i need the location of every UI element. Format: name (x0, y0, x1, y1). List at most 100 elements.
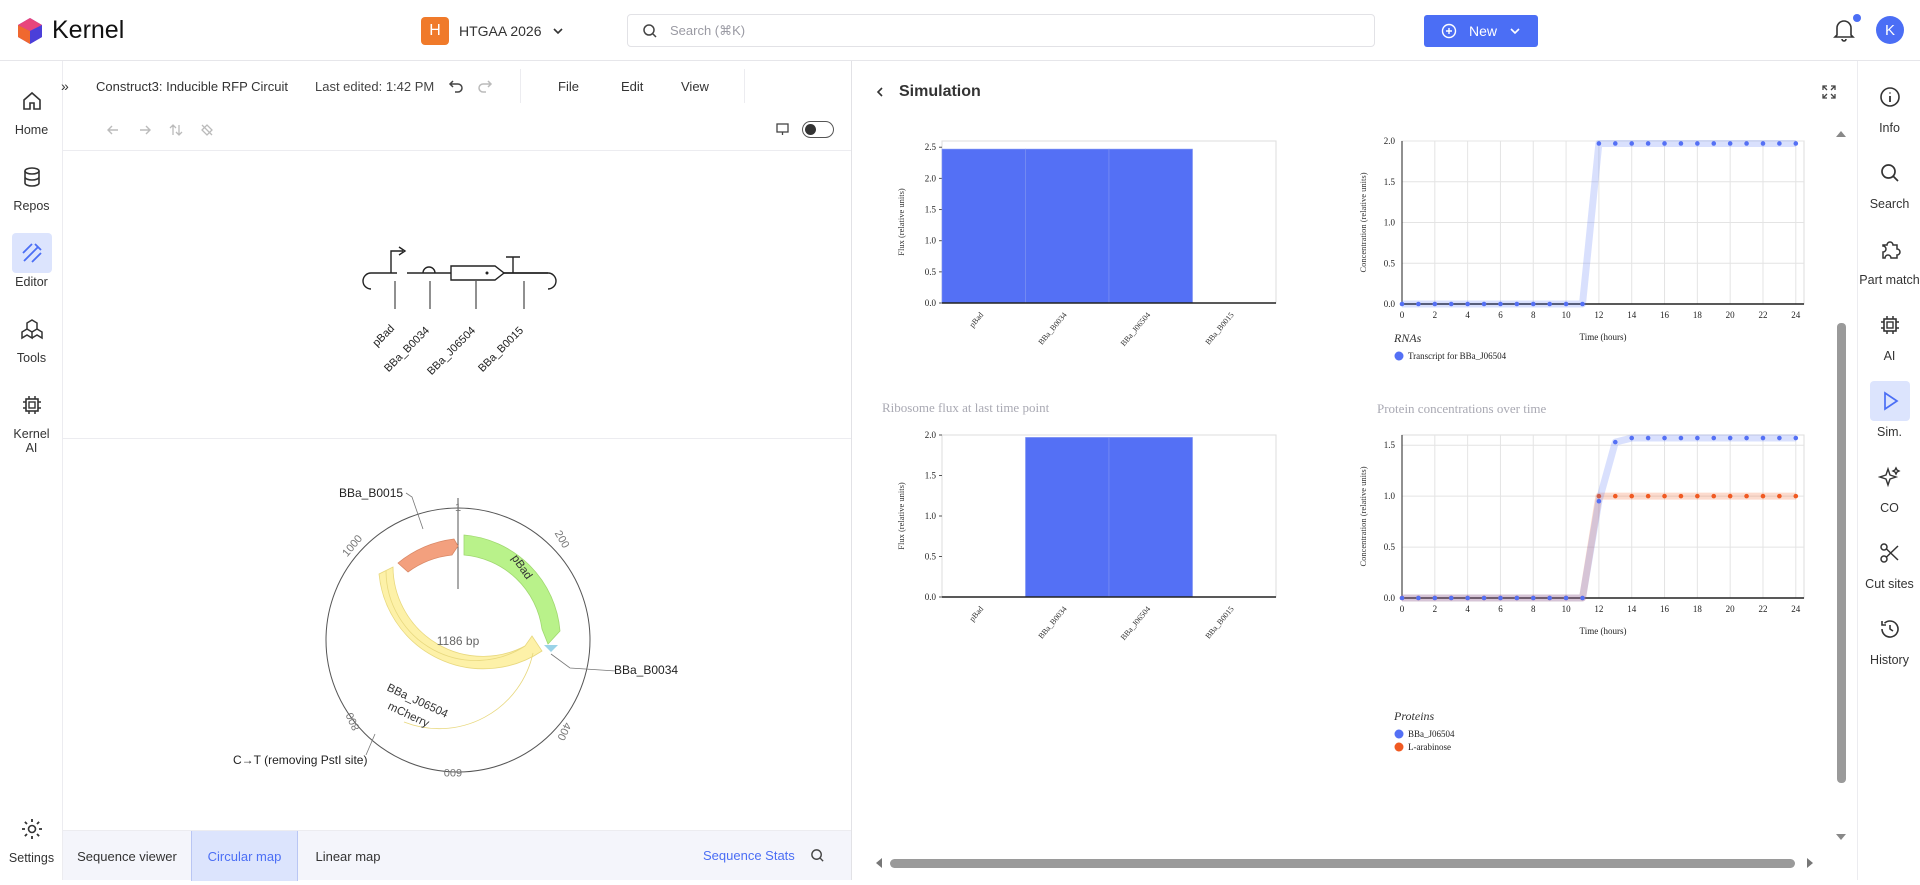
tab-sequence-viewer[interactable]: Sequence viewer (63, 831, 191, 881)
nav-home[interactable]: Home (0, 81, 63, 137)
search-placeholder: Search (⌘K) (670, 22, 746, 38)
bell-icon[interactable] (1833, 18, 1855, 42)
data-point (1530, 301, 1536, 307)
horizontal-scrollbar[interactable] (852, 848, 1825, 880)
data-point (1432, 595, 1438, 601)
data-point (1711, 493, 1717, 499)
editor-view-tabs: Sequence viewer Circular map Linear map … (63, 830, 851, 881)
panel-info[interactable]: Info (1858, 77, 1920, 135)
menu-file[interactable]: File (558, 78, 579, 94)
panel-simulation[interactable]: Sim. (1858, 381, 1920, 439)
data-point (1645, 435, 1651, 441)
nav-kernel-ai-label: Kernel AI (13, 427, 50, 455)
paint-bucket-icon[interactable] (200, 123, 214, 137)
chevron-down-icon (552, 28, 563, 35)
nav-tools[interactable]: Tools (0, 309, 63, 365)
x-tick-label: 14 (1627, 604, 1637, 614)
x-tick-label: 14 (1627, 310, 1637, 320)
x-tick-label: BBa_J06504 (1119, 605, 1152, 642)
data-point (1416, 301, 1421, 307)
app-name: Kernel (52, 16, 125, 44)
data-point (1711, 141, 1717, 146)
x-axis-label: Time (hours) (1580, 626, 1627, 636)
data-point (1399, 301, 1405, 307)
bar (1025, 437, 1110, 598)
y-tick-label: 0.5 (925, 267, 937, 277)
search-icon[interactable] (810, 848, 825, 863)
construct-title[interactable]: Construct3: Inducible RFP Circuit (96, 78, 288, 94)
app-logo[interactable]: Kernel (16, 16, 124, 45)
panel-history[interactable]: History (1858, 609, 1920, 667)
panel-ai[interactable]: AI (1858, 305, 1920, 363)
tick-label: 200 (552, 529, 572, 551)
history-icon (1880, 620, 1899, 638)
undo-icon[interactable] (448, 78, 464, 94)
data-point (1744, 141, 1749, 146)
nav-repos[interactable]: Repos (0, 157, 63, 213)
tab-linear-map[interactable]: Linear map (298, 831, 398, 881)
expand-icon[interactable]: » (61, 78, 69, 94)
callout-b0034: BBa_B0034 (614, 663, 678, 677)
x-tick-label: 24 (1791, 310, 1801, 320)
arrow-right-icon[interactable] (138, 123, 152, 137)
new-button[interactable]: New (1424, 15, 1538, 47)
tab-circular-map[interactable]: Circular map (191, 831, 298, 881)
data-point (1678, 141, 1684, 146)
x-axis-label: Time (hours) (1580, 332, 1627, 342)
legend-label: L-arabinose (1408, 742, 1451, 752)
menu-view[interactable]: View (681, 78, 709, 94)
data-point (1793, 435, 1799, 441)
plus-circle-icon (1441, 23, 1457, 39)
y-tick-label: 1.5 (925, 205, 937, 215)
simulation-title: Simulation (899, 83, 981, 100)
panel-cut-sites[interactable]: Cut sites (1858, 533, 1920, 591)
x-tick-label: 6 (1498, 604, 1503, 614)
view-toggle[interactable] (802, 121, 834, 138)
x-tick-label: BBa_B0015 (1203, 605, 1235, 641)
tools-icon (20, 319, 43, 340)
nav-settings[interactable]: Settings (0, 809, 63, 865)
search-input[interactable]: Search (⌘K) (627, 14, 1375, 47)
panel-co[interactable]: CO (1858, 457, 1920, 515)
nav-settings-label: Settings (8, 851, 55, 865)
sequence-length: 1186 bp (437, 634, 480, 648)
nav-repos-label: Repos (13, 199, 50, 213)
swap-icon[interactable] (169, 123, 183, 137)
data-point (1777, 493, 1782, 499)
y-tick-label: 0.0 (925, 298, 937, 308)
simulation-header: Simulation (852, 61, 1858, 123)
fullscreen-icon[interactable] (1821, 84, 1837, 100)
panel-search[interactable]: Search (1858, 153, 1920, 211)
data-point (1777, 435, 1782, 441)
sequence-stats-link[interactable]: Sequence Stats (703, 848, 795, 863)
arrow-left-icon[interactable] (106, 123, 120, 137)
user-avatar[interactable]: K (1876, 16, 1904, 44)
x-tick-label: 6 (1498, 310, 1503, 320)
menu-edit[interactable]: Edit (621, 78, 644, 94)
x-tick-label: 2 (1433, 310, 1438, 320)
chart-transcription-flux: 0.0 0.5 1.0 1.5 2.0 2.5 pBad BBa_B0034 BBa_J0650… (896, 140, 1277, 348)
redo-icon[interactable] (477, 78, 493, 94)
panel-part-match[interactable]: Part match (1858, 229, 1920, 287)
legend-label: BBa_J06504 (1408, 729, 1455, 739)
y-tick-label: 1.5 (1384, 440, 1396, 450)
nav-editor[interactable]: Editor (0, 233, 63, 289)
data-point (1465, 595, 1470, 601)
last-edited: Last edited: 1:42 PM (315, 78, 435, 94)
bar (941, 148, 1026, 304)
data-point (1760, 141, 1766, 146)
project-switcher[interactable]: H HTGAA 2026 (421, 17, 564, 45)
nav-kernel-ai[interactable]: Kernel AI (0, 385, 63, 455)
y-tick-label: 1.0 (1384, 218, 1396, 228)
editor-panel: » Construct3: Inducible RFP Circuit Last… (61, 61, 851, 881)
sparkle-icon (1877, 466, 1901, 488)
x-tick-label: 20 (1726, 310, 1736, 320)
presentation-icon[interactable] (775, 122, 790, 137)
vertical-scrollbar[interactable] (1825, 123, 1858, 848)
chart-title-protein-conc: Protein concentrations over time (1377, 401, 1547, 416)
chart-rna-concentration: 0 2 4 6 8 10 12 14 16 18 20 22 240.00.51.01.52.0Time… (1358, 136, 1805, 361)
data-point (1645, 493, 1651, 499)
chevron-left-icon[interactable] (874, 86, 886, 98)
simulation-charts: 0.0 0.5 1.0 1.5 2.0 2.5 pBad BBa_B0034 BBa_J0650… (852, 123, 1825, 848)
notification-dot (1853, 14, 1861, 22)
